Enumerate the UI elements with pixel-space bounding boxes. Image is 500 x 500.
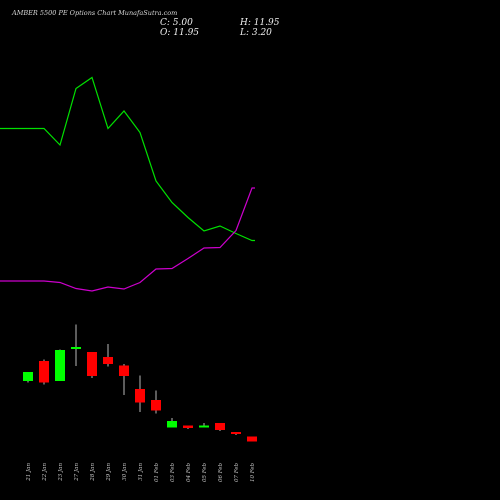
candle-body [119, 365, 129, 376]
candle-body [55, 350, 65, 381]
high-value: H: 11.95 [240, 18, 280, 28]
close-value: C: 5.00 [160, 18, 193, 28]
x-tick-label: 07 Feb [234, 463, 240, 483]
candle-body [151, 400, 161, 411]
x-tick-label: 30 Jan [122, 463, 128, 481]
candle-body [23, 372, 33, 381]
low-value: L: 3.20 [240, 28, 272, 38]
x-tick-label: 06 Feb [218, 463, 224, 483]
candle-body [247, 436, 257, 442]
x-tick-label: 04 Feb [186, 463, 192, 483]
x-tick-label: 01 Feb [154, 463, 160, 483]
candle-body [71, 347, 81, 349]
x-tick-label: 21 Jan [26, 463, 32, 482]
x-tick-label: 28 Jan [90, 463, 96, 482]
x-tick-label: 10 Feb [250, 463, 256, 483]
candle-body [199, 425, 209, 428]
x-tick-label: 29 Jan [106, 463, 112, 482]
x-tick-label: 03 Feb [170, 463, 176, 483]
candle-body [167, 421, 177, 428]
x-tick-label: 22 Jan [42, 463, 48, 482]
series-line-0 [0, 76, 255, 242]
series-line-1 [0, 187, 255, 292]
candle-body [39, 361, 49, 383]
candle-body [103, 357, 113, 364]
x-tick-label: 27 Jan [74, 463, 80, 482]
candle-body [87, 352, 97, 376]
candle-body [183, 425, 193, 428]
candle-body [135, 389, 145, 403]
candle-body [231, 432, 241, 434]
x-tick-label: 23 Jan [58, 463, 64, 482]
chart-title: AMBER 5500 PE Options Chart MunafaSutra.… [12, 9, 178, 17]
open-value: O: 11.95 [160, 28, 200, 38]
candle-body [215, 423, 225, 430]
x-tick-label: 05 Feb [202, 463, 208, 483]
x-tick-label: 31 Jan [138, 463, 144, 481]
